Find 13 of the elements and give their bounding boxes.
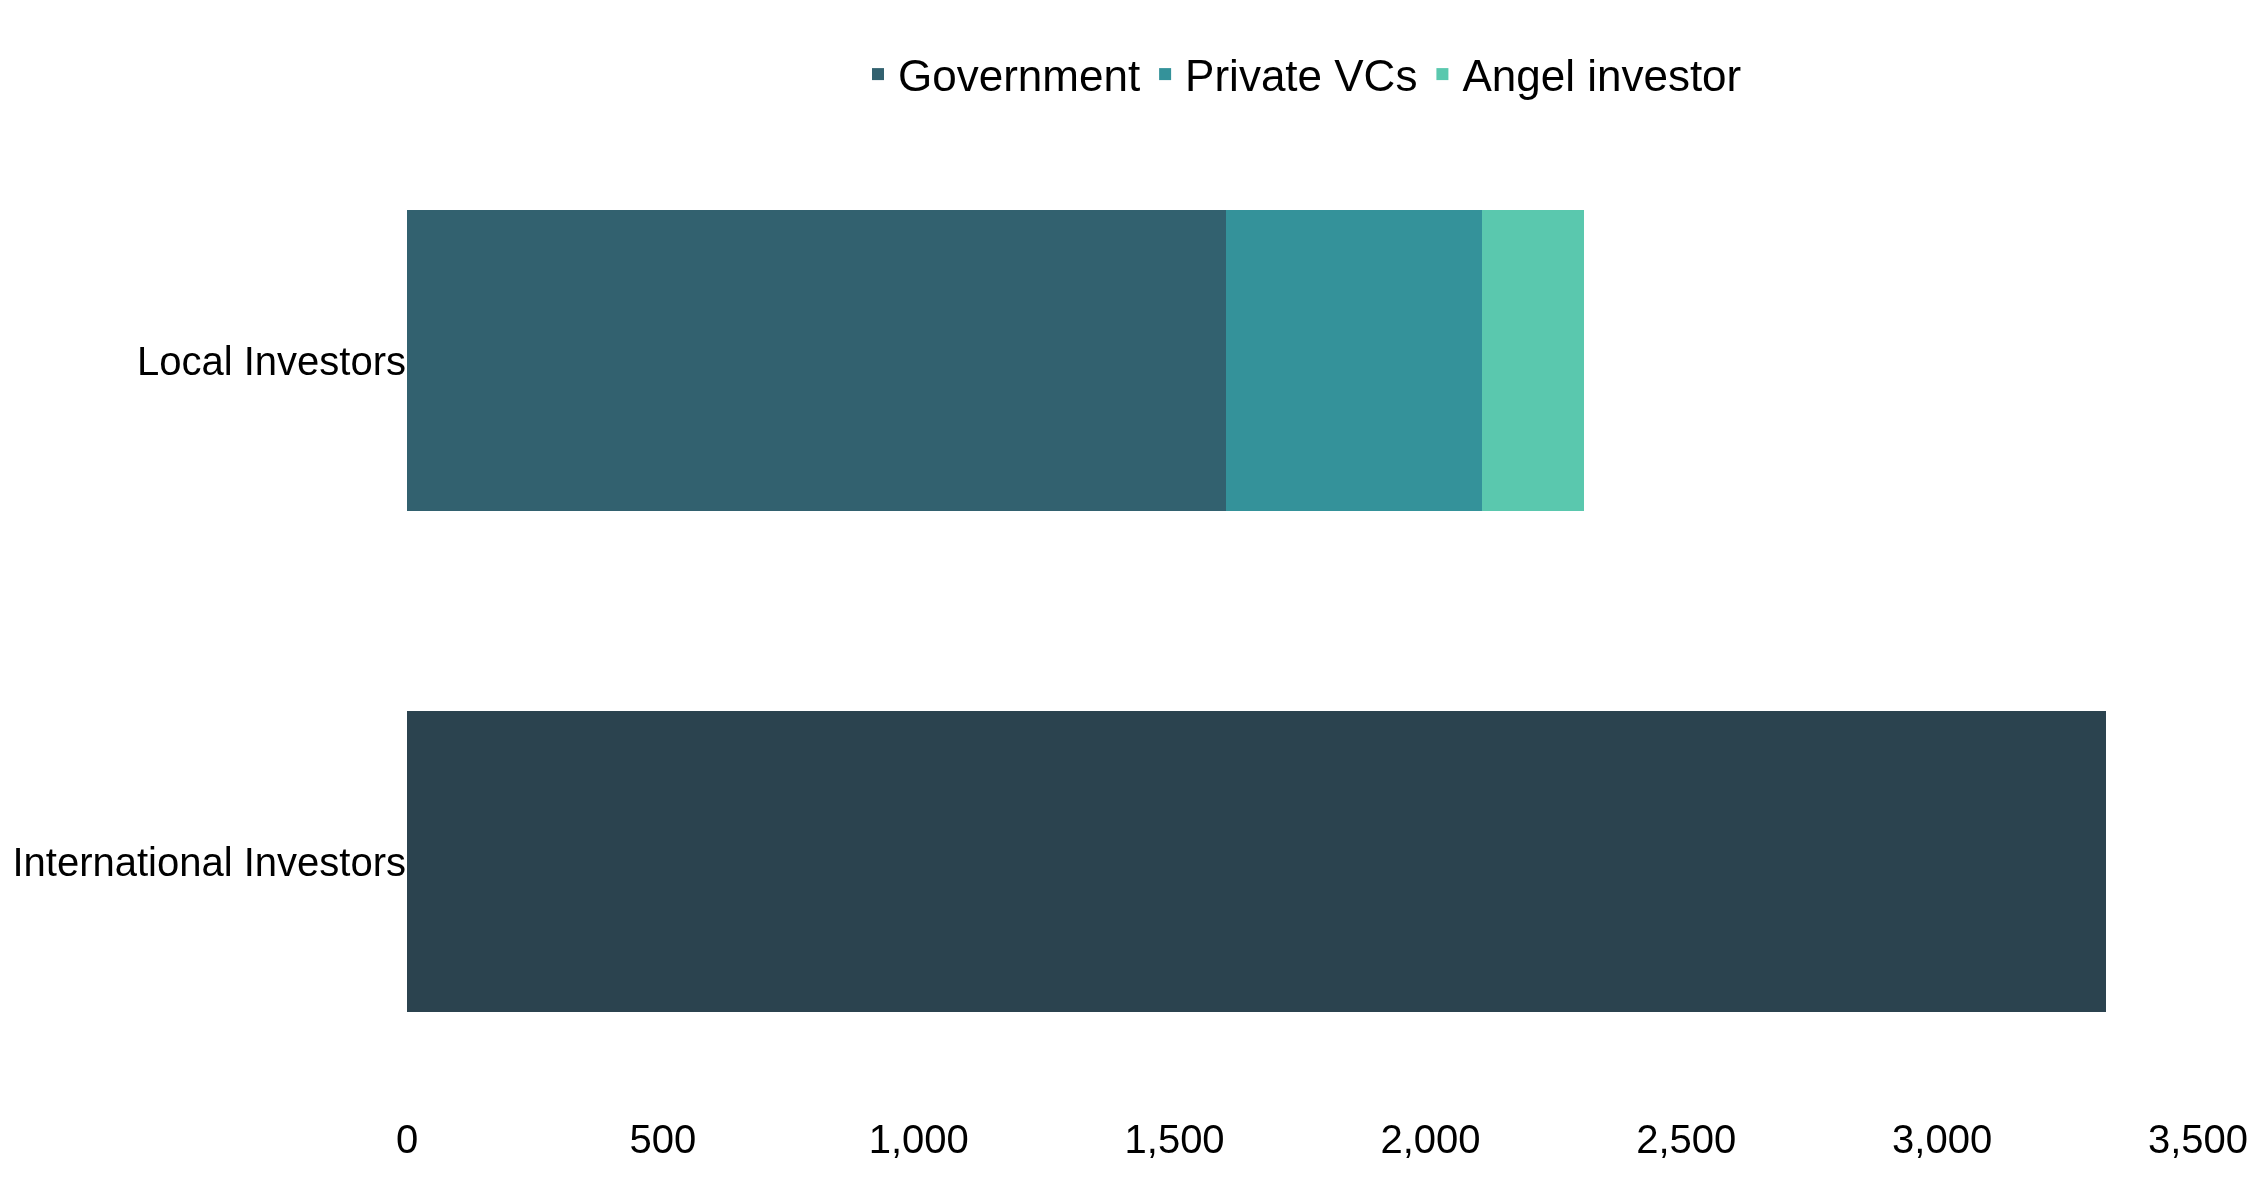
legend-label: Government [898,51,1141,101]
x-tick-label: 3,000 [1892,1117,1993,1161]
legend-label: Angel investor [1462,51,1742,101]
legend-label: Private VCs [1185,51,1418,101]
x-tick-label: 2,000 [1380,1117,1481,1161]
y-tick-label: International Investors [12,839,406,884]
x-tick-label: 500 [629,1117,697,1161]
x-tick-label: 0 [395,1117,419,1161]
x-tick-label: 2,500 [1636,1117,1737,1161]
x-tick-label: 3,500 [2147,1117,2249,1161]
x-tick-label: 1,500 [1124,1117,1225,1161]
y-tick-label: Local Investors [136,338,406,383]
x-tick-label: 1,000 [868,1117,969,1161]
